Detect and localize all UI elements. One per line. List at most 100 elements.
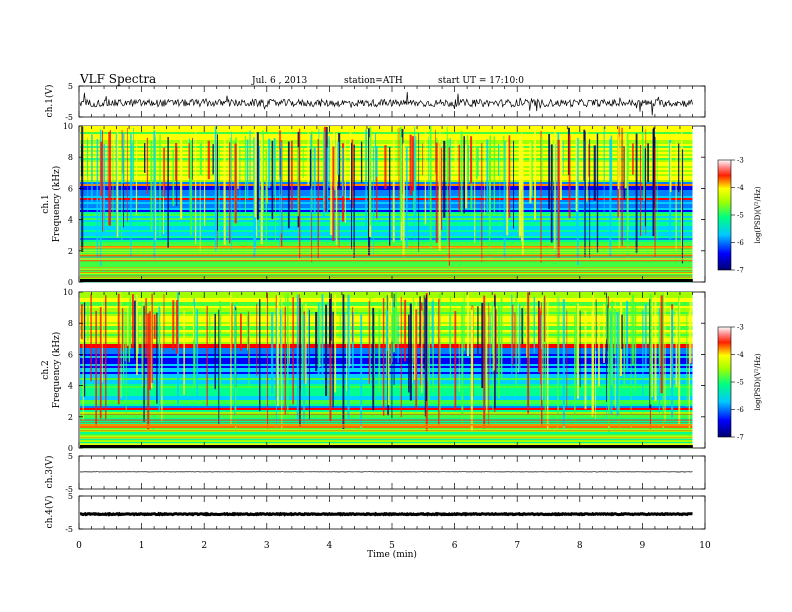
- spectrogram-band: [80, 206, 693, 209]
- spectrogram-band: [80, 388, 693, 391]
- spectrogram-band: [80, 194, 693, 197]
- sferic-streak: [470, 309, 473, 431]
- sferic-streak: [122, 133, 125, 184]
- sferic-streak: [392, 136, 395, 243]
- sferic-streak: [155, 137, 156, 191]
- sferic-streak: [424, 297, 426, 417]
- sferic-streak: [121, 308, 124, 351]
- sferic-streak: [195, 127, 197, 245]
- x-tick-labels: 0 1 2 3 4 5 6 7 8 9 10: [76, 541, 711, 551]
- sferic-streak: [265, 148, 267, 248]
- sferic-streak: [131, 144, 133, 201]
- spectrogram-band: [80, 392, 693, 395]
- sferic-streak: [559, 134, 562, 201]
- sferic-streak: [244, 135, 246, 213]
- sferic-streak: [398, 127, 400, 199]
- ch1-colorbar-gradient: [717, 159, 732, 271]
- ch2-colorbar-gradient: [717, 326, 732, 438]
- waveform-layer: 5-55-55-5: [65, 82, 705, 534]
- sferic-streak: [136, 294, 138, 375]
- sferic-streak: [404, 299, 407, 362]
- sferic-streak: [334, 148, 336, 191]
- sferic-streak: [344, 136, 346, 224]
- x-axis-label: Time (min): [367, 549, 417, 560]
- sferic-streak: [575, 138, 578, 212]
- sferic-streak: [124, 312, 126, 362]
- sferic-streak: [83, 302, 86, 397]
- sferic-streak: [632, 294, 634, 365]
- sferic-streak: [188, 143, 190, 179]
- sferic-streak: [303, 314, 305, 424]
- sferic-streak: [397, 128, 398, 175]
- sferic-streak: [151, 293, 153, 383]
- spectrogram-band: [80, 382, 693, 385]
- spectrogram-band: [80, 128, 693, 131]
- ch1-spectrogram-ylabel-line2: Frequency (kHz): [51, 166, 62, 243]
- sferic-streak: [342, 294, 345, 430]
- sferic-streak: [341, 147, 344, 197]
- colorbar-tick-label: -4: [737, 351, 744, 359]
- sferic-streak: [121, 148, 123, 242]
- start-time-label: start UT = 17:10:0: [438, 76, 524, 86]
- y-tick-label: 8: [68, 319, 73, 328]
- sferic-streak: [557, 295, 558, 430]
- sferic-streak: [392, 307, 395, 353]
- sferic-streak: [465, 144, 468, 209]
- sferic-streak: [568, 134, 571, 219]
- sferic-streak: [328, 136, 330, 188]
- sferic-streak: [503, 135, 505, 182]
- sferic-streak: [546, 298, 549, 429]
- sferic-streak: [96, 139, 99, 259]
- ch4-waveform-ylabel: ch.4(V): [44, 496, 55, 529]
- sferic-streak: [540, 311, 542, 385]
- sferic-streak: [626, 131, 629, 267]
- sferic-streak: [308, 310, 310, 420]
- sferic-streak: [484, 141, 486, 215]
- sferic-streak: [576, 137, 579, 266]
- spectrogram-band: [80, 406, 693, 409]
- sferic-streak: [145, 298, 147, 358]
- sferic-streak: [325, 127, 328, 211]
- sferic-streak: [494, 295, 496, 409]
- sferic-streak: [153, 130, 156, 262]
- sferic-streak: [530, 141, 533, 197]
- sferic-streak: [131, 294, 134, 347]
- spectrogram-band: [80, 140, 693, 143]
- sferic-streak: [112, 135, 115, 175]
- sferic-streak: [128, 307, 130, 363]
- sferic-streak: [183, 310, 185, 395]
- sferic-streak: [280, 141, 282, 234]
- sferic-streak: [372, 307, 375, 411]
- sferic-streak: [591, 310, 594, 417]
- spectrogram-band: [80, 422, 693, 425]
- sferic-streak: [508, 135, 511, 218]
- sferic-streak: [635, 133, 638, 254]
- sferic-streak: [246, 139, 249, 199]
- sferic-streak: [317, 302, 320, 378]
- x-tick-label: 2: [201, 541, 207, 551]
- sferic-streak: [628, 139, 629, 176]
- sferic-streak: [664, 292, 666, 422]
- sferic-streak: [592, 294, 594, 415]
- sferic-streak: [175, 142, 178, 181]
- sferic-streak: [192, 137, 193, 180]
- spectrogram-band: [80, 264, 693, 267]
- sferic-streak: [100, 141, 103, 197]
- sferic-streak: [446, 139, 449, 183]
- spectrogram-band: [80, 134, 693, 137]
- sferic-streak: [671, 309, 674, 418]
- spectrogram-band: [80, 202, 693, 205]
- sferic-streak: [529, 292, 530, 385]
- x-tick-label: 10: [699, 541, 711, 551]
- sferic-streak: [603, 127, 605, 216]
- sferic-streak: [234, 310, 237, 431]
- spectrogram-band: [80, 238, 693, 241]
- low-frequency-rim: [80, 279, 693, 282]
- sferic-streak: [199, 143, 203, 176]
- sferic-streak: [443, 140, 446, 218]
- y-tick-label: 2: [68, 247, 73, 256]
- sferic-streak: [428, 136, 430, 206]
- sferic-streak: [329, 298, 332, 422]
- y-tick-label: 5: [68, 82, 73, 91]
- sferic-streak: [323, 131, 325, 218]
